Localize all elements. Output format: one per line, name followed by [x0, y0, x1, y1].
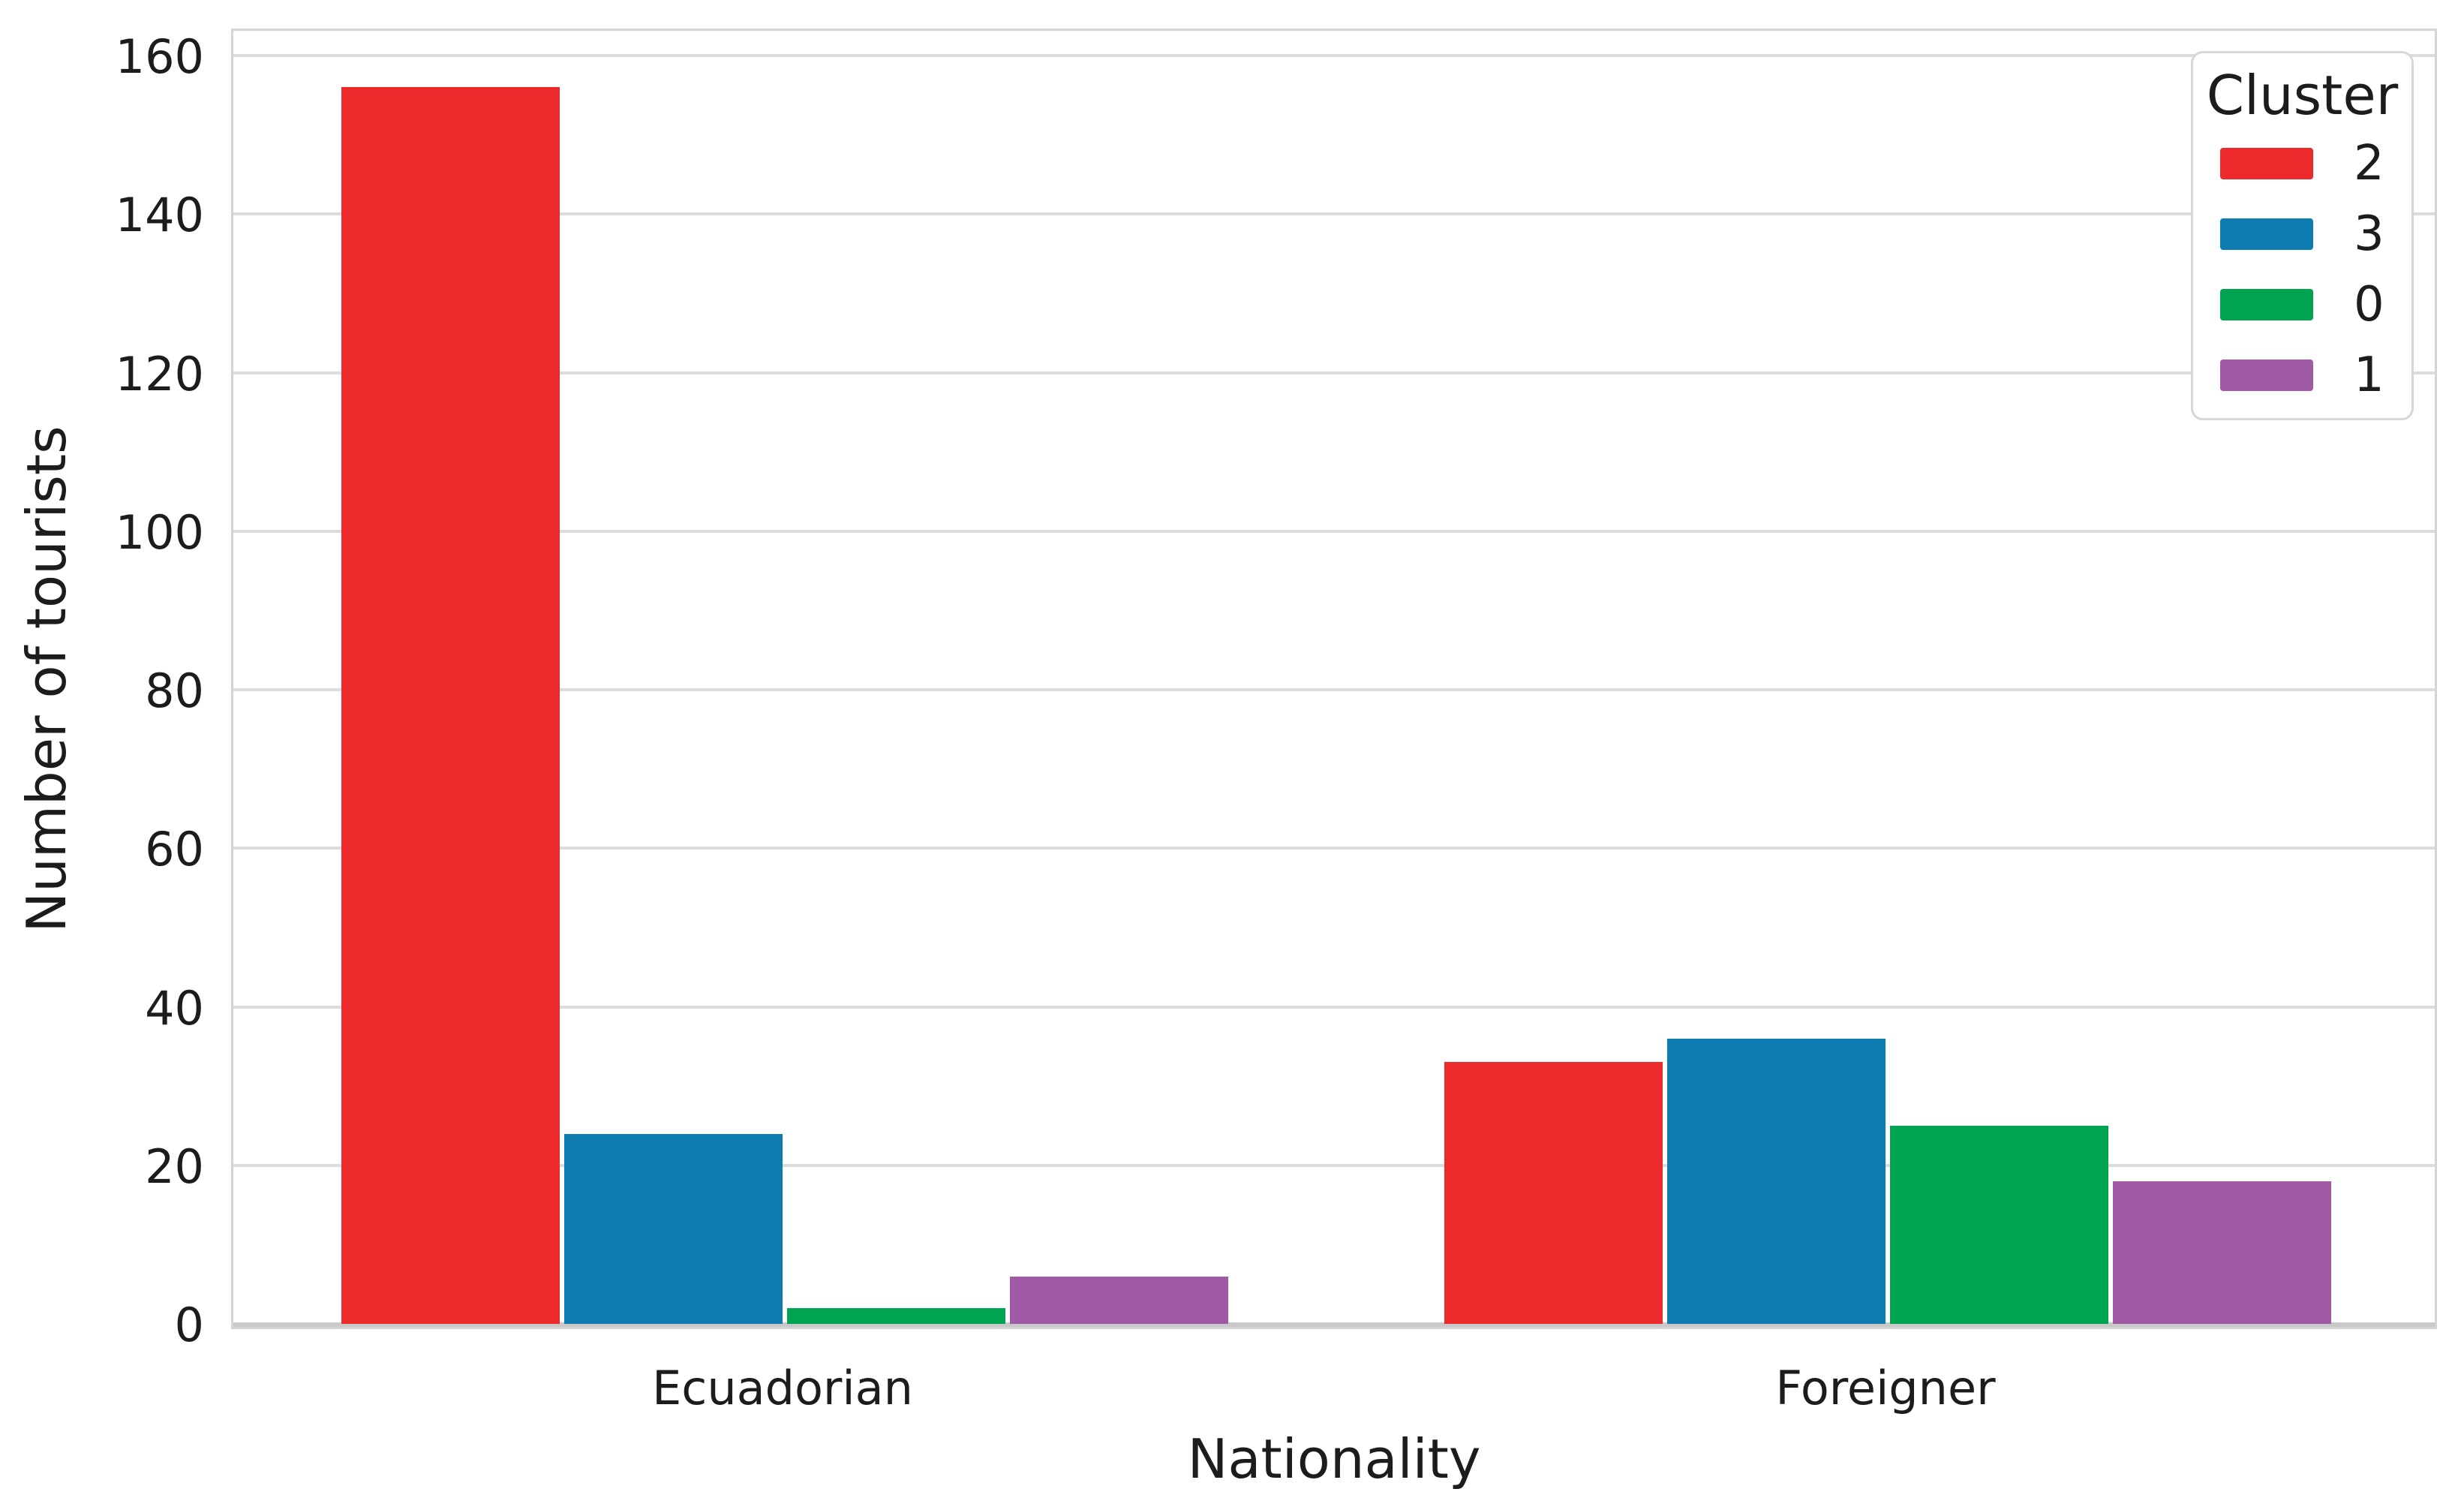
legend-label-cluster-1: 1	[2354, 347, 2384, 403]
gridline-y-120	[233, 371, 2435, 374]
gridline-y-140	[233, 212, 2435, 216]
y-tick-label-120: 120	[115, 346, 204, 402]
legend-items: 2 3 0 1	[2193, 128, 2411, 411]
legend-item-cluster-1: 1	[2193, 340, 2411, 411]
legend-item-cluster-0: 0	[2193, 269, 2411, 340]
y-tick-label-80: 80	[145, 663, 204, 718]
legend-label-cluster-2: 2	[2354, 136, 2384, 191]
legend-label-cluster-0: 0	[2354, 277, 2384, 332]
gridline-y-80	[233, 688, 2435, 691]
legend-swatch-cluster-1	[2220, 359, 2313, 391]
legend-swatch-cluster-3	[2220, 218, 2313, 250]
legend-item-cluster-2: 2	[2193, 128, 2411, 199]
y-tick-label-140: 140	[115, 188, 204, 243]
y-tick-label-100: 100	[115, 504, 204, 560]
bar-ecuadorian-cluster-2	[341, 87, 560, 1324]
gridline-y-160	[233, 54, 2435, 57]
bar-foreigner-cluster-2	[1444, 1062, 1663, 1324]
legend-label-cluster-3: 3	[2354, 206, 2384, 262]
bar-ecuadorian-cluster-3	[564, 1133, 783, 1324]
y-tick-label-20: 20	[145, 1139, 204, 1194]
legend-title: Cluster	[2206, 64, 2399, 127]
legend-swatch-cluster-2	[2220, 148, 2313, 179]
bar-ecuadorian-cluster-1	[1010, 1276, 1228, 1324]
legend: Cluster 2 3 0 1	[2191, 51, 2414, 420]
gridline-y-40	[233, 1005, 2435, 1009]
bar-ecuadorian-cluster-0	[787, 1307, 1005, 1324]
x-axis-baseline	[233, 1322, 2435, 1327]
gridline-y-60	[233, 847, 2435, 850]
legend-item-cluster-3: 3	[2193, 199, 2411, 269]
y-tick-label-160: 160	[115, 29, 204, 84]
y-tick-label-0: 0	[174, 1298, 204, 1352]
bar-foreigner-cluster-1	[2113, 1181, 2331, 1324]
plot-area	[231, 29, 2437, 1329]
y-tick-label-60: 60	[145, 822, 204, 877]
y-tick-label-40: 40	[145, 980, 204, 1036]
gridline-y-20	[233, 1163, 2435, 1167]
x-axis-label: Nationality	[1187, 1427, 1481, 1490]
bar-foreigner-cluster-0	[1890, 1125, 2108, 1324]
x-tick-label-foreigner: Foreigner	[1775, 1361, 1996, 1415]
legend-swatch-cluster-0	[2220, 289, 2313, 320]
bar-foreigner-cluster-3	[1667, 1038, 1886, 1324]
x-tick-label-ecuadorian: Ecuadorian	[652, 1361, 913, 1415]
gridline-y-100	[233, 529, 2435, 533]
